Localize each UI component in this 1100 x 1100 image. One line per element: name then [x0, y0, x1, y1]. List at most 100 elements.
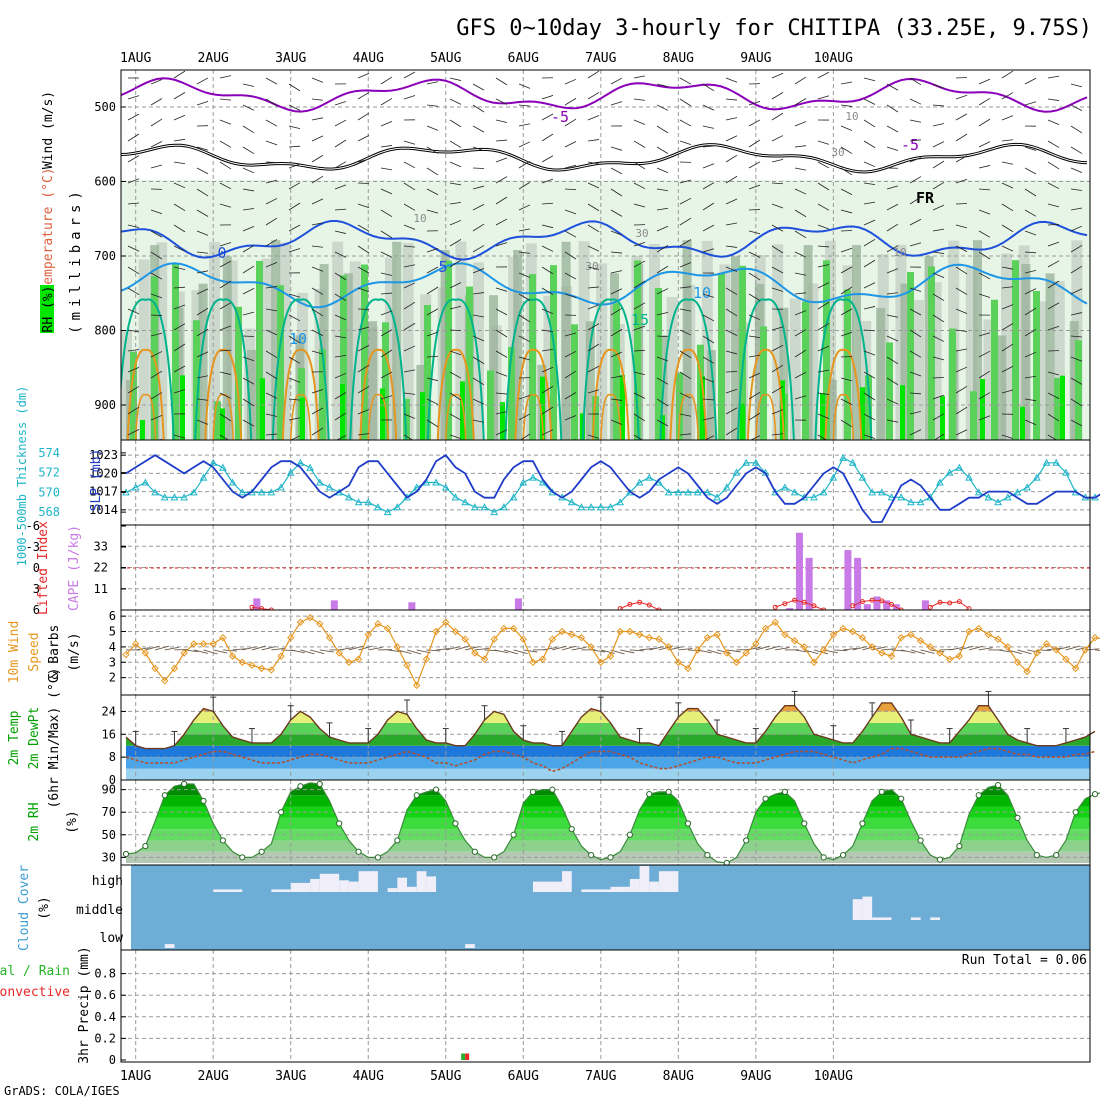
- wind-barb: [495, 196, 508, 205]
- wind-barb: [265, 198, 278, 205]
- wind-barb: [725, 245, 738, 248]
- wind10-point: [257, 664, 266, 673]
- rh-band-green: [1075, 340, 1082, 440]
- rh2m-point: [239, 854, 246, 861]
- rh-band-green: [550, 265, 557, 440]
- rh2m-tick: 30: [102, 850, 116, 864]
- cloud-bar: [407, 886, 417, 892]
- wind-barb: [495, 157, 508, 163]
- wind-barb: [472, 104, 485, 113]
- thickness-point: [393, 503, 402, 511]
- wind-barb: [219, 75, 232, 79]
- wind10-series: [125, 617, 1100, 687]
- wind-barb: [311, 287, 324, 295]
- rh-band-green: [718, 273, 725, 440]
- wind10-barb: [348, 645, 363, 651]
- rh-band-mid: [513, 249, 523, 440]
- wind10-barb: [406, 649, 422, 655]
- wind10-tick: 4: [109, 640, 116, 654]
- wind-barb: [518, 104, 531, 107]
- upper-ylabel-wind: Wind (m/s): [41, 91, 56, 169]
- wind-barb: [495, 287, 508, 292]
- wind-barb: [633, 119, 646, 125]
- wind10-point: [568, 630, 576, 639]
- contour-20-line: [824, 348, 863, 440]
- wind-barb: [909, 196, 922, 205]
- thickness-point: [877, 488, 886, 496]
- thickness-point: [994, 498, 1002, 506]
- rh-band-bright: [140, 420, 145, 440]
- cape-bar: [844, 550, 852, 610]
- rh2m-point: [607, 854, 614, 861]
- wind-barb: [886, 146, 899, 151]
- rh-band-mid: [900, 283, 910, 440]
- wind-barb: [495, 242, 508, 247]
- wind-barb: [1047, 434, 1058, 440]
- wind-barb: [817, 282, 830, 289]
- wind-barb: [932, 272, 945, 279]
- thickness-point: [228, 478, 237, 486]
- thickness-point: [306, 463, 314, 471]
- wind-barb: [518, 251, 531, 254]
- wind-barb: [380, 120, 393, 127]
- wind-barb: [955, 113, 968, 121]
- wind-barb: [564, 415, 577, 421]
- contour-label: 30: [635, 227, 648, 240]
- wind-barb: [173, 203, 186, 212]
- cape-bar: [253, 598, 261, 610]
- wind-barb: [495, 176, 508, 184]
- wind-barb: [633, 392, 646, 399]
- rh-band-bright: [660, 415, 665, 440]
- cloud-bar: [649, 881, 659, 892]
- rh-band-bright: [820, 393, 825, 440]
- wind-barb: [748, 139, 761, 148]
- wind-barb: [311, 77, 324, 83]
- lifted-index-point: [792, 597, 798, 603]
- cape-bar: [408, 602, 416, 610]
- wind-barb: [679, 308, 692, 312]
- wind-barb: [587, 365, 600, 373]
- wind10-barb: [368, 646, 383, 651]
- wind10-point: [975, 624, 983, 633]
- thickness-point: [965, 473, 973, 481]
- wind-barb: [472, 377, 485, 386]
- precip-ylabel-a: Total / Rain: [0, 964, 70, 979]
- wind-barb: [403, 282, 416, 289]
- rh-band-green: [508, 346, 515, 440]
- wind10-point: [209, 640, 217, 648]
- rh-band-bright: [620, 375, 625, 440]
- thickness-point: [412, 483, 421, 491]
- wind-barb: [932, 394, 945, 400]
- wind10-tick: 6: [109, 609, 116, 623]
- wind-barb: [1047, 302, 1060, 310]
- wind10-barb: [862, 645, 877, 651]
- rh-band-grey: [332, 241, 344, 440]
- rh-band-bright: [420, 392, 425, 440]
- wind-barb: [1070, 398, 1083, 407]
- wind10-barb: [203, 649, 218, 655]
- wind-barb: [426, 355, 439, 358]
- wind-barb: [656, 311, 669, 316]
- wind10-point: [519, 635, 527, 643]
- pressure-level-tick: 700: [94, 249, 116, 263]
- wind-barb: [886, 292, 899, 295]
- wind10-point: [635, 630, 644, 639]
- rh-band-grey: [279, 242, 291, 440]
- wind-barb: [840, 167, 853, 176]
- contour-25-line: [134, 393, 157, 440]
- contour-label: 15: [631, 311, 649, 329]
- wind-barb: [886, 185, 899, 190]
- thickness-point: [577, 503, 586, 511]
- wind-barb: [1070, 288, 1083, 295]
- rh-band-bright: [500, 402, 505, 440]
- contour-15-line: [736, 298, 795, 440]
- lifted-index-point: [859, 599, 865, 605]
- wind-barb: [381, 441, 392, 444]
- rh2m-point: [762, 795, 769, 802]
- lifted-index-point: [772, 604, 778, 610]
- wind-barb: [863, 98, 876, 105]
- temp2m-tick: 24: [102, 704, 116, 718]
- lifted-index-point: [249, 604, 255, 610]
- wind-barb: [150, 118, 163, 127]
- wind10-barb: [765, 645, 780, 651]
